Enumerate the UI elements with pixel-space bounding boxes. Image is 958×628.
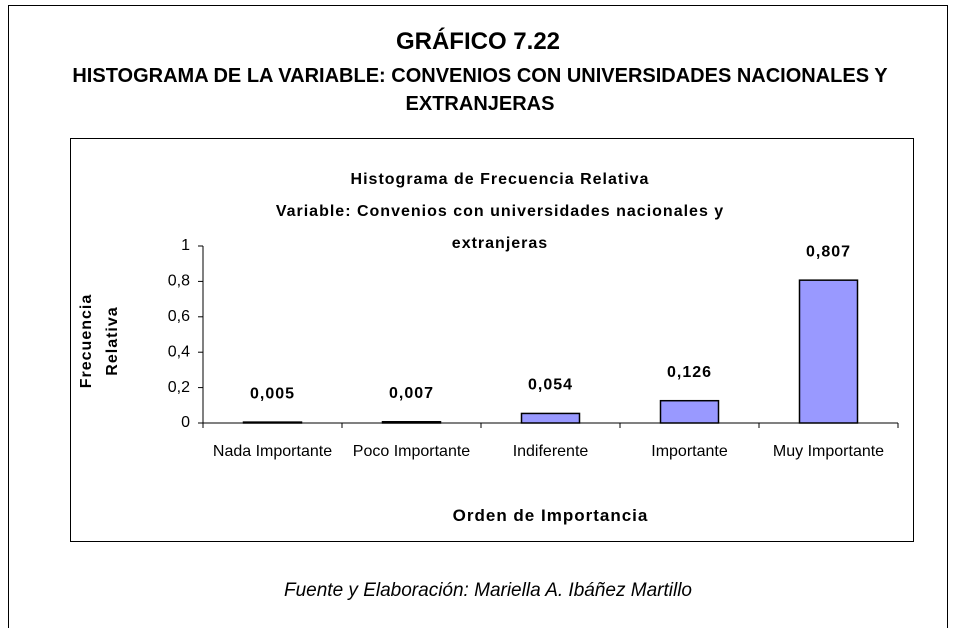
x-tick-label: Muy Importante [772, 443, 885, 460]
x-tick-label: Importante [651, 443, 728, 460]
y-tick-label: 1 [181, 237, 190, 254]
bar [659, 399, 720, 424]
page-border [8, 5, 948, 628]
data-label: 0,126 [667, 364, 712, 381]
data-label: 0,054 [528, 377, 573, 394]
chart-frame [70, 138, 914, 542]
x-axis-title: Orden de Importancia [452, 506, 649, 525]
data-label: 0,007 [389, 385, 434, 402]
figure-subtitle: HISTOGRAMA DE LA VARIABLE: CONVENIOS CON… [72, 65, 888, 115]
y-tick-label: 0 [181, 414, 190, 431]
x-tick-label: Poco Importante [352, 443, 471, 460]
data-label: 0,807 [806, 243, 851, 260]
x-tick-label: Nada Importante [212, 443, 333, 460]
y-tick-label: 0,8 [168, 273, 190, 290]
data-label: 0,005 [250, 385, 295, 402]
bar [381, 421, 442, 424]
bar [242, 421, 303, 424]
bar [520, 412, 581, 424]
y-tick-label: 0,2 [168, 379, 190, 396]
chart-subtitle: Variable: Convenios con universidades na… [275, 203, 725, 252]
source-note: Fuente y Elaboración: Mariella A. Ibáñez… [284, 580, 692, 601]
bar [798, 279, 859, 424]
y-tick-label: 0,4 [168, 343, 190, 360]
chart-title: Histograma de Frecuencia Relativa [350, 171, 650, 188]
x-tick-label: Indiferente [512, 443, 589, 460]
y-tick-label: 0,6 [168, 308, 190, 325]
figure-title: GRÁFICO 7.22 [395, 28, 561, 55]
